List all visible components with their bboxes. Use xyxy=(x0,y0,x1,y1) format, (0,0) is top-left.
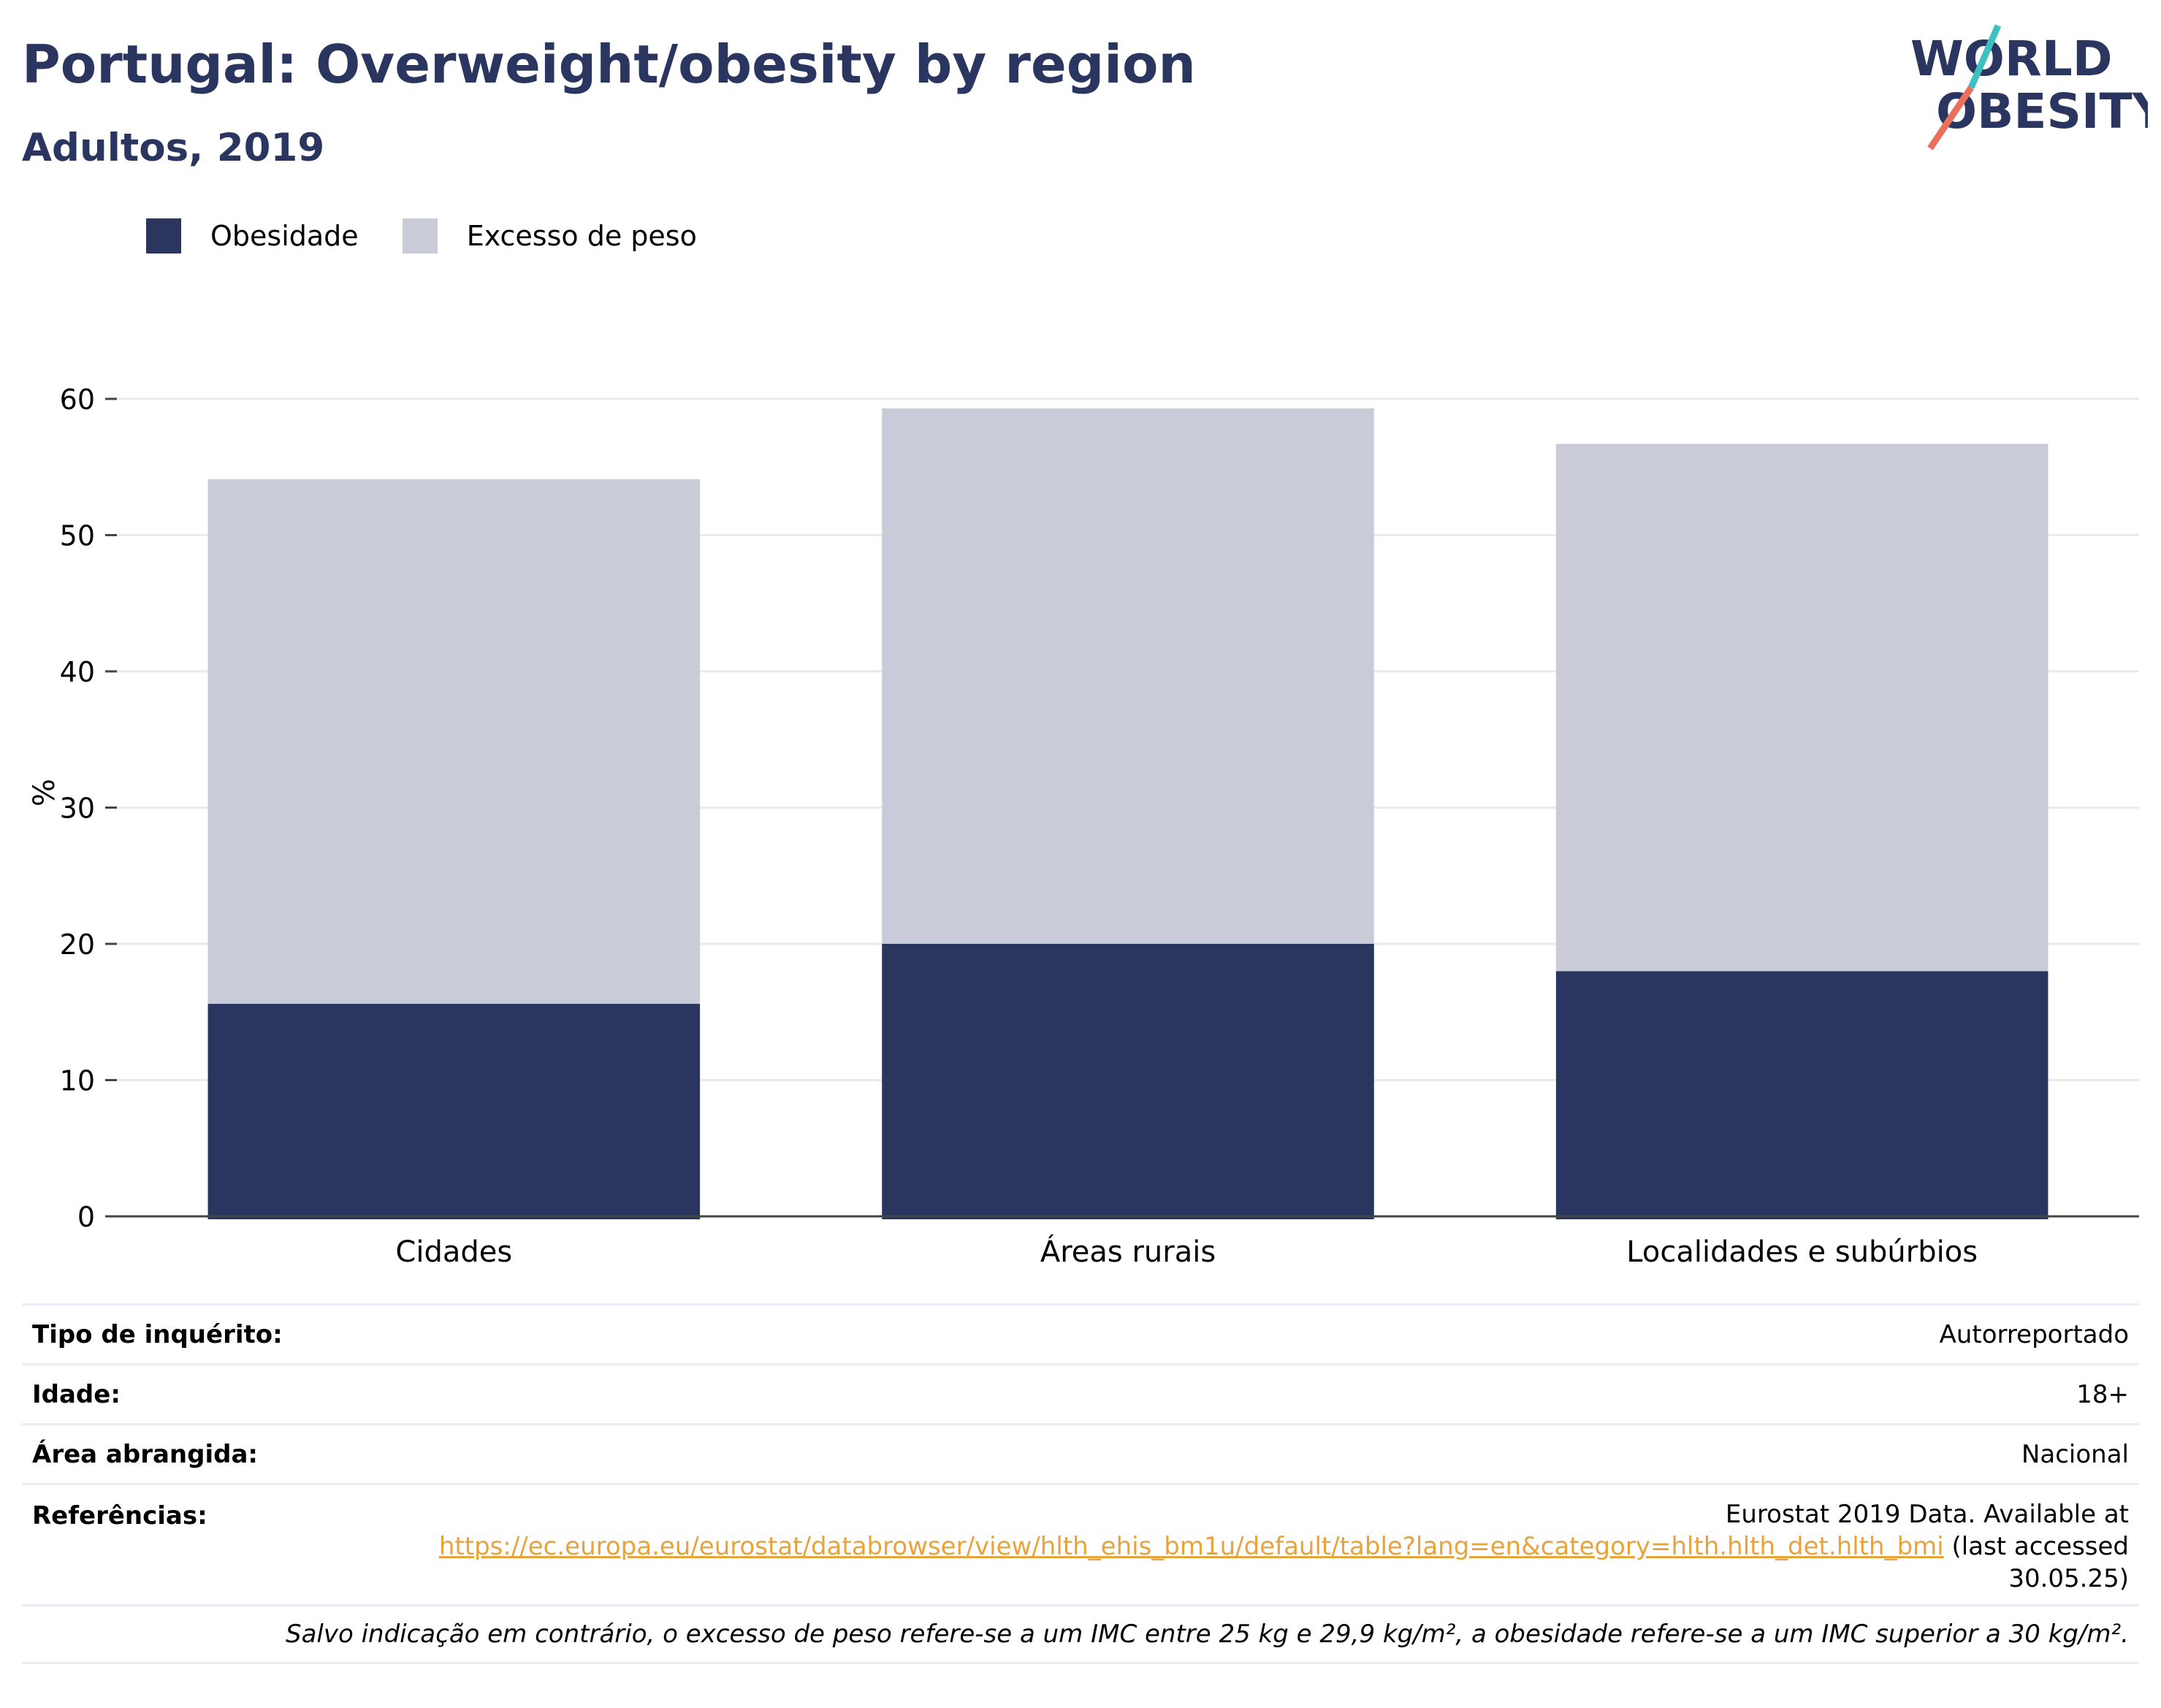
y-axis-label: % xyxy=(28,779,61,807)
world-obesity-logo: WORLD OBESITY xyxy=(1910,24,2148,150)
area-label: Área abrangida: xyxy=(32,1439,258,1469)
row-survey-type: Tipo de inquérito: Autorreportado xyxy=(22,1303,2139,1363)
logo-slash-teal xyxy=(1967,24,2002,89)
y-tick-label: 20 xyxy=(60,929,95,961)
row-area: Área abrangida: Nacional xyxy=(22,1423,2139,1483)
bar-overweight[interactable] xyxy=(207,479,701,1004)
bars xyxy=(207,408,2048,1219)
logo-slash-coral xyxy=(1927,85,1974,150)
chart-legend: Obesidade Excesso de peso xyxy=(146,218,741,254)
legend-item-overweight[interactable]: Excesso de peso xyxy=(402,218,697,253)
row-age: Idade: 18+ xyxy=(22,1363,2139,1423)
row-references: Referências: Eurostat 2019 Data. Availab… xyxy=(22,1483,2139,1604)
age-value: 18+ xyxy=(2076,1379,2129,1409)
y-tick-label: 10 xyxy=(60,1065,95,1097)
area-value: Nacional xyxy=(2021,1439,2129,1469)
references-value: Eurostat 2019 Data. Available at https:/… xyxy=(439,1498,2129,1595)
legend-label-overweight: Excesso de peso xyxy=(466,220,697,252)
legend-label-obesity: Obesidade xyxy=(210,220,359,252)
references-text-1: Eurostat 2019 Data. Available at xyxy=(1725,1500,2129,1529)
legend-item-obesity[interactable]: Obesidade xyxy=(146,218,359,253)
references-link[interactable]: https://ec.europa.eu/eurostat/databrowse… xyxy=(438,1532,1944,1561)
age-label: Idade: xyxy=(32,1379,121,1409)
survey-type-label: Tipo de inquérito: xyxy=(32,1319,283,1349)
y-tick-label: 30 xyxy=(60,793,95,825)
bar-obesity[interactable] xyxy=(207,1004,701,1219)
metadata-table: Tipo de inquérito: Autorreportado Idade:… xyxy=(22,1303,2139,1664)
x-tick-label: Cidades xyxy=(395,1235,512,1269)
x-tick-label: Áreas rurais xyxy=(1040,1234,1216,1269)
bar-overweight[interactable] xyxy=(1555,443,2048,972)
bar-overweight[interactable] xyxy=(882,408,1374,944)
references-text-3: 30.05.25) xyxy=(2008,1564,2129,1593)
y-tick-label: 60 xyxy=(60,384,95,416)
legend-swatch-overweight xyxy=(402,218,438,253)
row-footnote: Salvo indicação em contrário, o excesso … xyxy=(22,1604,2139,1664)
legend-swatch-obesity xyxy=(146,218,181,253)
x-tick-label: Localidades e subúrbios xyxy=(1626,1235,1978,1269)
logo-text-world: WORLD xyxy=(1910,31,2113,87)
footnote: Salvo indicação em contrário, o excesso … xyxy=(285,1620,2129,1649)
y-tick-label: 40 xyxy=(60,656,95,688)
axis-ticks: 0 10 20 30 40 50 60 Cidades Áreas rurais Localida… xyxy=(60,384,1978,1269)
references-label: Referências: xyxy=(32,1501,207,1530)
y-tick-label: 0 xyxy=(77,1201,95,1233)
bar-obesity[interactable] xyxy=(882,944,1374,1219)
chart-subtitle: Adultos, 2019 xyxy=(22,126,325,170)
bar-obesity[interactable] xyxy=(1555,971,2048,1219)
bar-chart: 0 10 20 30 40 50 60 Cidades Áreas rurais Localida… xyxy=(28,384,2139,1269)
chart-title: Portugal: Overweight/obesity by region xyxy=(22,34,1196,95)
references-text-2: (last accessed xyxy=(1951,1532,2129,1561)
y-tick-label: 50 xyxy=(60,520,95,552)
survey-type-value: Autorreportado xyxy=(1939,1319,2129,1349)
